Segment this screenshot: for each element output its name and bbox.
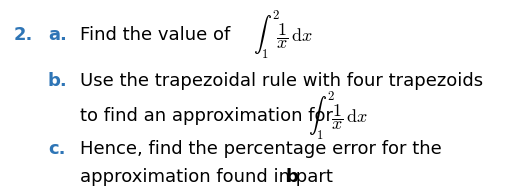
Text: Use the trapezoidal rule with four trapezoids: Use the trapezoidal rule with four trape… (80, 72, 483, 89)
Text: Find the value of: Find the value of (80, 26, 236, 44)
Text: c.: c. (48, 140, 66, 158)
Text: a.: a. (48, 26, 67, 44)
Text: $\int_1^2\!\dfrac{1}{x}\,\mathrm{d}x$: $\int_1^2\!\dfrac{1}{x}\,\mathrm{d}x$ (308, 90, 368, 142)
Text: $\int_1^2\!\dfrac{1}{x}\,\mathrm{d}x$: $\int_1^2\!\dfrac{1}{x}\,\mathrm{d}x$ (253, 9, 313, 61)
Text: 2.: 2. (14, 26, 34, 44)
Text: approximation found in part: approximation found in part (80, 168, 338, 186)
Text: b.: b. (48, 72, 68, 89)
Text: Hence, find the percentage error for the: Hence, find the percentage error for the (80, 140, 441, 158)
Text: b: b (285, 168, 298, 186)
Text: to find an approximation for: to find an approximation for (80, 107, 338, 125)
